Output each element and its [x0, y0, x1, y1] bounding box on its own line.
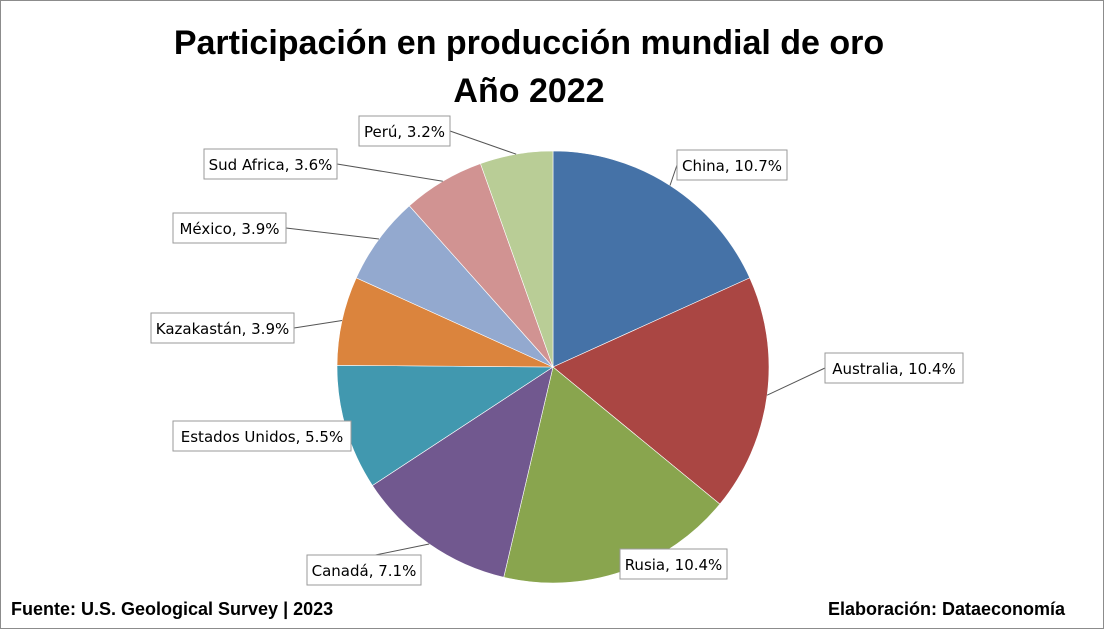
data-label-box-0 — [676, 149, 788, 181]
data-label-8: Perú, 3.2% — [364, 123, 445, 141]
data-label-box-5 — [150, 312, 295, 344]
data-label-6: México, 3.9% — [179, 220, 279, 238]
chart-title: Participación en producción mundial de o… — [173, 24, 885, 62]
chart-subtitle: Año 2022 — [453, 72, 605, 110]
data-label-3: Canadá, 7.1% — [312, 562, 417, 580]
data-label-4: Estados Unidos, 5.5% — [181, 428, 343, 446]
data-label-box-4 — [172, 420, 352, 452]
source-note: Fuente: U.S. Geological Survey | 2023 — [11, 599, 334, 619]
leader-line-3 — [375, 543, 430, 556]
data-label-box-1 — [824, 352, 964, 384]
leader-line-8 — [449, 130, 517, 155]
leader-line-5 — [293, 320, 343, 329]
data-label-box-3 — [306, 554, 422, 586]
pie-slice-8 — [480, 150, 554, 368]
data-label-box-2 — [619, 548, 728, 580]
data-label-5: Kazakastán, 3.9% — [156, 320, 289, 338]
pie-slice-0 — [552, 150, 751, 368]
data-label-box-6 — [172, 212, 287, 244]
leader-line-1 — [766, 367, 826, 396]
pie-slice-3 — [371, 366, 554, 578]
data-label-0: China, 10.7% — [682, 157, 782, 175]
data-label-box-7 — [203, 148, 338, 180]
data-label-2: Rusia, 10.4% — [625, 556, 723, 574]
leader-line-6 — [285, 227, 380, 240]
credit-note: Elaboración: Dataeconomía — [827, 599, 1065, 619]
leader-line-0 — [669, 164, 678, 186]
leader-line-7 — [336, 163, 443, 182]
data-label-1: Australia, 10.4% — [832, 360, 956, 378]
data-label-box-8 — [358, 115, 451, 147]
data-label-7: Sud Africa, 3.6% — [209, 156, 333, 174]
